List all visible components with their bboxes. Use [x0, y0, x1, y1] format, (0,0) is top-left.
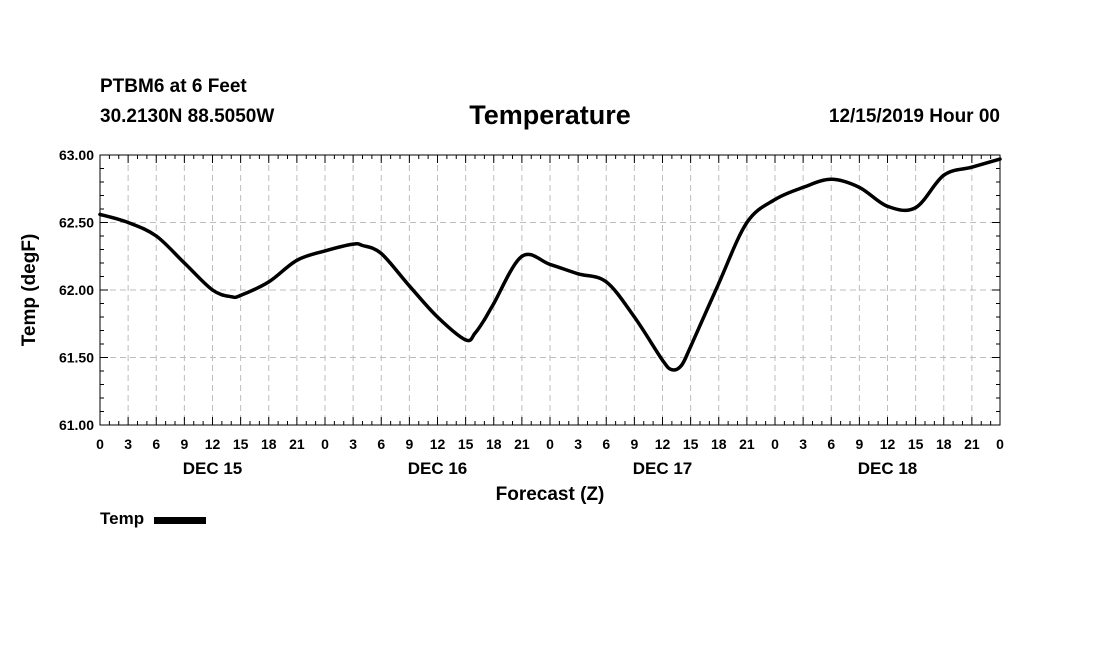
- data-point: [360, 243, 365, 248]
- day-label: DEC 15: [183, 459, 243, 478]
- x-tick-label: 0: [96, 436, 104, 452]
- data-point: [154, 234, 158, 238]
- y-tick-label: 62.50: [59, 215, 94, 231]
- data-point: [632, 315, 636, 319]
- issue-time-label: 12/15/2019 Hour 00: [828, 106, 1000, 127]
- data-point: [914, 206, 918, 210]
- data-point: [323, 249, 327, 253]
- x-tick-label: 12: [655, 436, 671, 452]
- data-point: [857, 185, 861, 189]
- data-point: [689, 345, 693, 349]
- data-point: [126, 220, 130, 225]
- x-tick-label: 21: [964, 436, 980, 452]
- coordinates-label: 30.2130N 88.5050W: [100, 106, 275, 127]
- x-tick-label: 6: [377, 436, 385, 452]
- x-tick-label: 18: [936, 436, 952, 452]
- day-label: DEC 17: [633, 459, 693, 478]
- data-point: [670, 368, 674, 372]
- data-point: [717, 281, 721, 285]
- data-point: [482, 318, 486, 322]
- x-tick-label: 3: [349, 436, 357, 452]
- x-tick-label: 9: [630, 436, 638, 452]
- x-tick-label: 3: [574, 436, 582, 452]
- data-point: [970, 165, 974, 169]
- data-point: [745, 220, 749, 225]
- day-label: DEC 18: [858, 459, 918, 478]
- y-axis-label: Temp (degF): [19, 234, 40, 347]
- x-tick-label: 18: [711, 436, 727, 452]
- data-point: [492, 301, 496, 306]
- data-point: [464, 338, 468, 342]
- data-point: [942, 173, 946, 177]
- x-tick-label: 12: [205, 436, 221, 452]
- data-point: [229, 295, 233, 299]
- x-tick-label: 12: [430, 436, 446, 452]
- data-point: [885, 204, 890, 208]
- grid: [100, 155, 1000, 425]
- data-point: [473, 331, 477, 335]
- x-tick-label: 15: [683, 436, 699, 452]
- x-tick-label: 12: [880, 436, 896, 452]
- y-tick-label: 61.50: [59, 350, 94, 366]
- x-tick-label: 0: [771, 436, 779, 452]
- legend-swatch: [154, 517, 207, 524]
- x-tick-label: 0: [321, 436, 329, 452]
- data-point: [98, 212, 102, 216]
- x-tick-label: 0: [546, 436, 554, 452]
- data-point: [182, 261, 186, 265]
- y-tick-label: 63.00: [59, 147, 94, 163]
- data-point: [829, 177, 833, 181]
- x-tick-label: 3: [799, 436, 807, 452]
- axis-labels: 0 3 6 9 12 15 18 21 0 3 6 9 12 15 18 21 0 3 6 9 12 15 18 21 0 3 6 9…: [59, 147, 1004, 478]
- station-label: PTBM6 at 6 Feet: [100, 76, 247, 97]
- data-point: [239, 293, 243, 297]
- x-tick-label: 21: [739, 436, 755, 452]
- x-tick-label: 15: [233, 436, 249, 452]
- x-tick-label: 21: [514, 436, 530, 452]
- x-tick-label: 9: [405, 436, 413, 452]
- data-point: [604, 280, 608, 284]
- x-tick-label: 9: [180, 436, 188, 452]
- y-tick-label: 61.00: [59, 417, 94, 433]
- chart-title: Temperature: [469, 100, 631, 130]
- data-point: [679, 364, 683, 368]
- data-point: [660, 358, 665, 362]
- series-layer: [98, 157, 1002, 372]
- data-point: [407, 284, 411, 288]
- x-tick-label: 18: [261, 436, 277, 452]
- data-point: [520, 254, 524, 258]
- plot-frame: [99, 154, 1001, 426]
- x-tick-label: 15: [458, 436, 474, 452]
- day-label: DEC 16: [408, 459, 468, 478]
- x-tick-label: 18: [486, 436, 502, 452]
- x-tick-label: 15: [908, 436, 924, 452]
- data-point: [295, 258, 299, 262]
- data-point: [548, 262, 552, 266]
- data-point: [435, 315, 440, 319]
- x-tick-label: 0: [996, 436, 1004, 452]
- data-point: [267, 280, 271, 284]
- x-tick-label: 6: [152, 436, 160, 452]
- legend: Temp: [100, 509, 207, 529]
- x-tick-label: 6: [602, 436, 610, 452]
- x-axis-label: Forecast (Z): [496, 484, 605, 505]
- data-point: [773, 197, 777, 202]
- data-point: [801, 185, 805, 189]
- y-tick-label: 62.00: [59, 282, 94, 298]
- data-point: [379, 251, 383, 256]
- x-tick-label: 3: [124, 436, 132, 452]
- data-point: [351, 242, 355, 246]
- data-point: [576, 272, 580, 276]
- data-point: [998, 157, 1002, 161]
- legend-label: Temp: [100, 509, 145, 528]
- x-tick-label: 9: [855, 436, 863, 452]
- x-tick-label: 21: [289, 436, 305, 452]
- x-tick-label: 6: [827, 436, 835, 452]
- data-point: [210, 288, 215, 292]
